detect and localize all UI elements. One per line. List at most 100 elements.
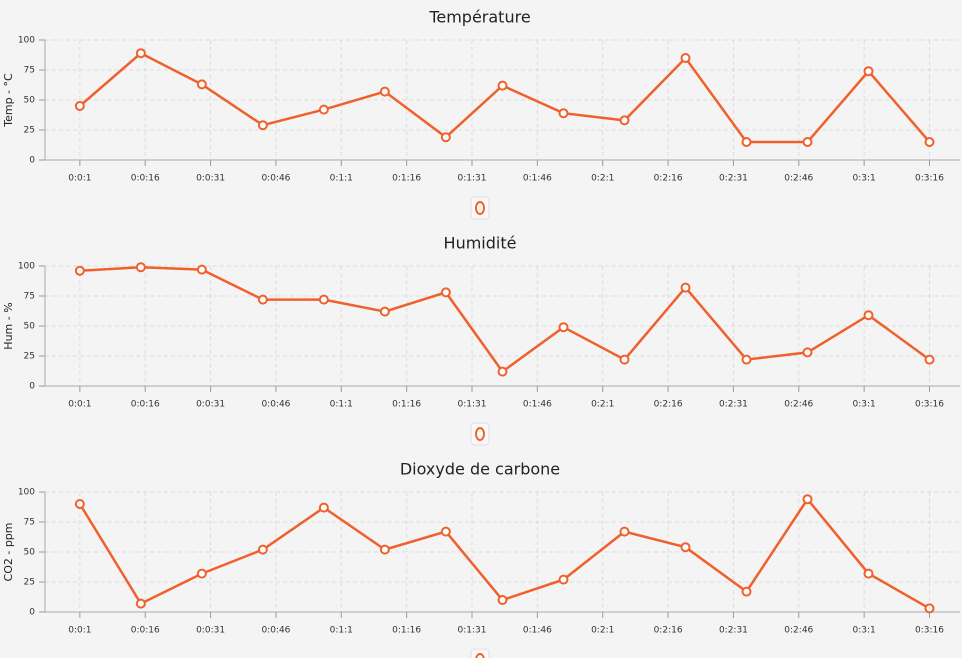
x-tick-label: 0:1:1 (330, 626, 353, 636)
y-tick-label: 100 (18, 36, 35, 46)
data-point (440, 526, 451, 537)
x-tick-label: 0:0:16 (131, 626, 160, 636)
data-point (318, 294, 329, 305)
data-point (318, 104, 329, 115)
x-tick-label: 0:1:46 (523, 400, 552, 410)
x-tick-label: 0:0:31 (196, 626, 225, 636)
data-point (379, 306, 390, 317)
series-line (78, 497, 931, 610)
data-point (257, 294, 268, 305)
data-point (863, 310, 874, 321)
y-tick-label: 25 (24, 126, 35, 136)
data-point (74, 499, 85, 509)
data-point (74, 101, 85, 111)
data-point (619, 115, 630, 126)
y-tick-label: 75 (24, 66, 35, 76)
x-tick-label: 0:0:1 (68, 174, 91, 184)
x-tick-label: 0:2:46 (784, 626, 813, 636)
y-tick-label: 75 (24, 292, 35, 302)
data-point (619, 354, 630, 365)
x-tick-label: 0:3:1 (853, 626, 876, 636)
x-tick-label: 0:1:46 (523, 174, 552, 184)
data-point (924, 603, 935, 614)
y-tick-label: 50 (24, 96, 36, 106)
chart-title: Dioxyde de carbone (400, 460, 560, 479)
data-point (924, 137, 935, 147)
y-tick-label: 0 (29, 156, 35, 166)
x-tick-label: 0:1:31 (458, 626, 487, 636)
x-tick-label: 0:0:1 (68, 626, 91, 636)
x-tick-label: 0:2:31 (719, 626, 748, 636)
x-tick-label: 0:1:16 (392, 400, 421, 410)
data-point (379, 86, 390, 97)
x-tick-label: 0:1:16 (392, 626, 421, 636)
x-tick-label: 0:1:46 (523, 626, 552, 636)
y-tick-label: 75 (24, 518, 35, 528)
x-tick-label: 0:0:16 (131, 174, 160, 184)
y-tick-label: 100 (18, 488, 35, 498)
data-point (196, 79, 207, 90)
y-tick-label: 100 (18, 262, 35, 272)
legend-marker (475, 427, 485, 441)
data-point (497, 595, 508, 605)
data-point (257, 544, 268, 555)
y-tick-label: 50 (24, 548, 36, 558)
data-point (680, 542, 691, 553)
data-point (863, 66, 874, 77)
y-axis-label: CO2 - ppm (2, 523, 15, 582)
data-point (135, 598, 146, 609)
data-point (802, 494, 813, 505)
data-point (741, 137, 752, 147)
x-tick-label: 0:1:16 (392, 174, 421, 184)
data-point (680, 282, 691, 293)
x-tick-label: 0:2:16 (654, 626, 683, 636)
legend-marker (475, 201, 485, 215)
y-tick-label: 25 (24, 578, 35, 588)
data-point (318, 502, 329, 513)
data-point (196, 568, 207, 579)
data-point (135, 48, 146, 59)
legend-marker (475, 653, 485, 658)
chart-title: Température (428, 8, 530, 27)
data-point (196, 264, 207, 275)
x-tick-label: 0:0:46 (261, 174, 290, 184)
y-tick-label: 25 (24, 352, 35, 362)
x-tick-label: 0:1:31 (458, 174, 487, 184)
x-tick-label: 0:1:1 (330, 400, 353, 410)
data-point (802, 137, 813, 147)
data-point (440, 287, 451, 298)
x-tick-label: 0:0:1 (68, 400, 91, 410)
x-tick-label: 0:2:1 (591, 400, 614, 410)
x-tick-label: 0:0:31 (196, 174, 225, 184)
data-point (741, 354, 752, 365)
data-point (440, 132, 451, 143)
data-point (379, 544, 390, 555)
x-tick-label: 0:0:16 (131, 400, 160, 410)
x-tick-label: 0:0:46 (261, 400, 290, 410)
data-point (135, 262, 146, 273)
x-tick-label: 0:2:16 (654, 174, 683, 184)
x-tick-label: 0:2:46 (784, 174, 813, 184)
data-point (863, 568, 874, 579)
data-point (497, 80, 508, 91)
series-line (79, 51, 931, 144)
y-tick-label: 0 (29, 382, 35, 392)
data-point (802, 347, 813, 358)
y-axis-label: Hum - % (2, 302, 15, 349)
data-point (924, 354, 935, 365)
x-tick-label: 0:2:31 (719, 400, 748, 410)
x-tick-label: 0:3:1 (853, 174, 876, 184)
y-tick-label: 50 (24, 322, 36, 332)
x-tick-label: 0:3:16 (915, 626, 944, 636)
x-tick-label: 0:0:31 (196, 400, 225, 410)
x-tick-label: 0:2:31 (719, 174, 748, 184)
data-point (74, 265, 85, 276)
data-point (680, 53, 691, 63)
x-tick-label: 0:2:16 (654, 400, 683, 410)
x-tick-label: 0:2:46 (784, 400, 813, 410)
data-point (558, 322, 569, 333)
chart-title: Humidité (444, 234, 517, 253)
y-axis-label: Temp - °C (2, 73, 15, 128)
data-point (497, 366, 508, 377)
